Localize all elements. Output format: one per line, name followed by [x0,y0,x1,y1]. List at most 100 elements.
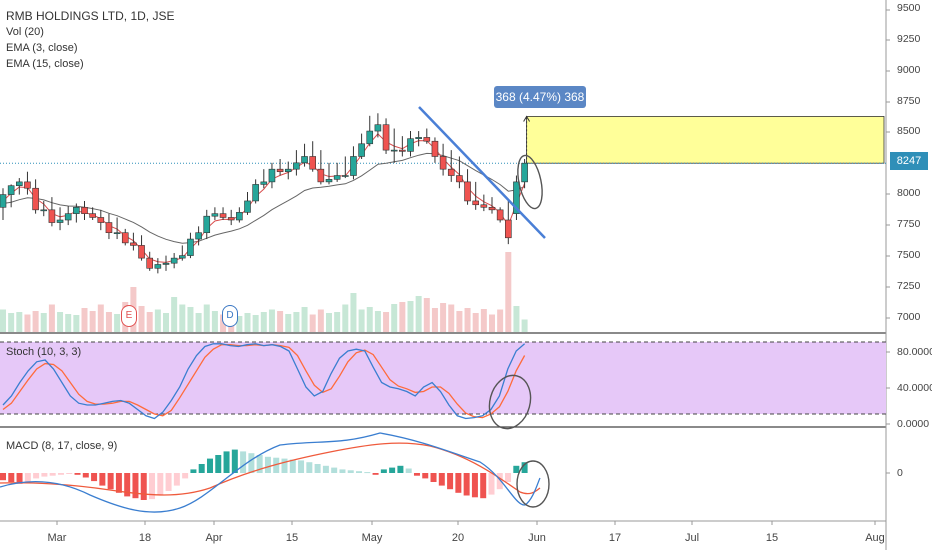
volume-bar [497,309,504,332]
macd-histogram-bar [281,458,288,473]
time-axis-label: 17 [608,532,622,544]
macd-histogram-bar [82,473,89,478]
macd-histogram-bar [505,473,512,482]
volume-bar [146,312,153,332]
macd-histogram-bar [422,473,429,479]
candle-body [447,168,455,176]
stoch-k-line [2,343,526,420]
macd-histogram-bar [322,465,329,473]
measure-arrow-head [523,115,531,122]
volume-bar [464,308,471,332]
candle-body [456,175,463,183]
macd-pane-title[interactable]: MACD (8, 17, close, 9) [6,440,118,452]
time-axis-label: Jul [684,532,700,544]
dividend-event-icon[interactable]: D [222,305,238,327]
volume-bar [391,304,398,332]
volume-bar [285,314,292,332]
candle-body [390,149,398,152]
macd-histogram-bar [124,473,131,497]
volume-bar [40,313,47,332]
vol-indicator-label[interactable]: Vol (20) [6,26,44,38]
volume-bar [456,311,463,332]
macd-histogram-bar [49,473,56,476]
macd-histogram-bar [115,473,122,493]
volume-bar [366,307,373,332]
macd-histogram-bar [298,460,305,473]
macd-histogram-bar [74,473,81,475]
candle-body [423,137,431,142]
macd-histogram-bar [289,459,296,473]
ema-fast-indicator-label[interactable]: EMA (3, close) [6,42,78,54]
volume-bar [236,316,243,332]
macd-histogram-bar [66,473,73,474]
stoch-pane-title[interactable]: Stoch (10, 3, 3) [6,346,82,358]
measure-badge[interactable]: 368 (4.47%) 368 [494,86,586,108]
volume-bar [342,304,349,332]
volume-bar [513,306,520,332]
volume-bar [317,309,324,332]
volume-bar [268,309,275,332]
stoch-band [0,342,886,414]
volume-bar [32,311,39,332]
volume-bar [97,304,104,332]
volume-bar [277,311,284,332]
macd-histogram-bar [99,473,106,486]
price-axis-label: 7000 [897,311,921,323]
macd-histogram-bar [215,455,222,473]
candle-body [187,238,194,256]
volume-bar [16,312,23,332]
highlight-circle [516,460,550,508]
candle-body [341,175,349,177]
candle-body [48,209,56,223]
volume-bar [293,312,300,332]
volume-bar [260,312,267,332]
price-axis-label: 7750 [897,218,921,230]
volume-bar [326,313,332,332]
candle-body [513,181,520,214]
price-axis-label: 7500 [897,249,921,261]
candle-body [293,162,300,170]
price-axis-label: 8750 [897,95,921,107]
volume-bar [350,293,357,332]
macd-histogram-bar [140,473,147,500]
macd-histogram-bar [206,458,213,473]
macd-histogram-bar [331,467,338,473]
macd-histogram-bar [314,464,321,473]
candle-body [97,217,105,223]
candle-body [56,219,64,223]
candle-body [309,156,317,170]
time-axis-label: 18 [138,532,152,544]
macd-histogram-bar [41,473,48,477]
price-axis-label: 9000 [897,64,921,76]
macd-histogram-bar [306,462,313,473]
volume-bar [415,296,422,332]
candle-body [15,181,23,186]
time-axis-label: May [361,532,383,544]
macd-histogram-bar [264,456,271,473]
target-zone-box [526,116,885,164]
volume-bar [448,304,455,332]
volume-bar [211,311,218,332]
earnings-event-icon[interactable]: E [121,305,137,327]
volume-bar [105,312,112,332]
price-axis-label: 7250 [897,280,921,292]
volume-bar [179,304,186,332]
ema-slow-indicator-label[interactable]: EMA (15, close) [6,58,84,70]
macd-histogram-bar [157,473,164,496]
price-axis-label: 8500 [897,125,921,137]
symbol-title[interactable]: RMB HOLDINGS LTD, 1D, JSE [6,9,175,23]
candle-body [374,124,382,132]
candle-body [480,204,488,208]
time-axis-label: Mar [47,532,67,544]
volume-bar [374,311,381,332]
candle-body [268,168,276,183]
macd-histogram-bar [149,473,156,500]
candle-body [464,181,471,202]
candle-body [203,215,211,234]
candle-body [73,206,80,214]
candle-body [301,156,308,164]
volume-bar [73,315,80,332]
volume-bar [171,297,178,332]
